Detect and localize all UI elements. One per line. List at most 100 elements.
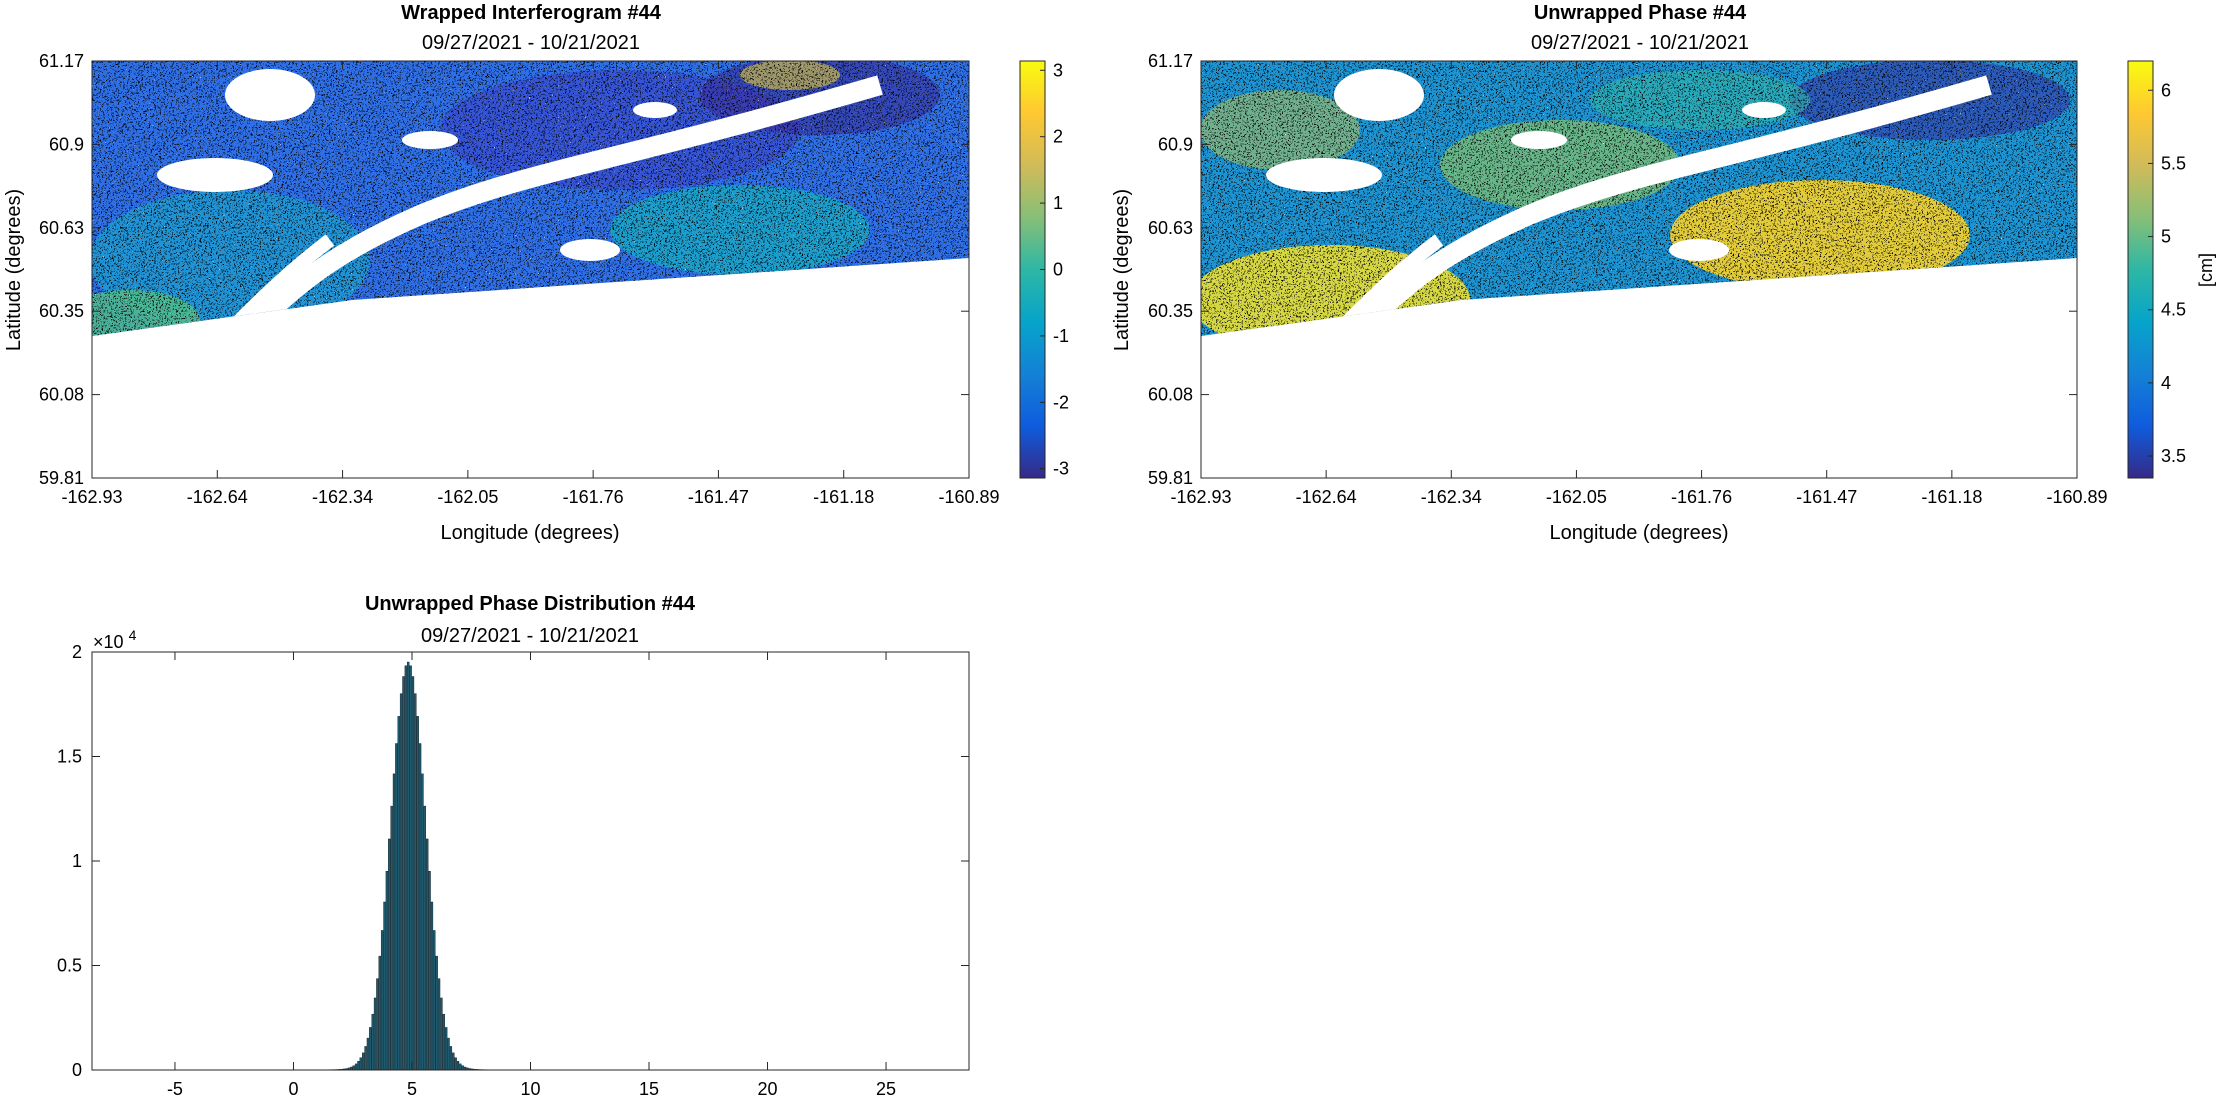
- wrapped-colorbar-tick-label: 0: [1053, 260, 1063, 280]
- wrapped-x-tick-label: -162.64: [187, 487, 248, 507]
- unwrapped-subtitle: 09/27/2021 - 10/21/2021: [1531, 32, 1749, 54]
- wrapped-map-image: [60, 55, 969, 350]
- unwrapped-colorbar-tick-label: 6: [2161, 80, 2171, 100]
- histogram-bar: [393, 774, 395, 1070]
- wrapped-ylabel: Latitude (degrees): [3, 189, 25, 351]
- histogram-bar: [376, 979, 378, 1070]
- histogram-bar: [438, 979, 440, 1070]
- wrapped-x-tick-label: -160.89: [938, 487, 999, 507]
- histogram-x-tick-label: 25: [876, 1079, 896, 1099]
- histogram-y-exponent: ×10 4: [93, 627, 137, 652]
- wrapped-colorbar-tick-label: 1: [1053, 193, 1063, 213]
- histogram-y-tick-label: 1.5: [57, 747, 82, 767]
- histogram-bar: [379, 956, 381, 1070]
- histogram-bar: [462, 1066, 464, 1070]
- histogram-title: Unwrapped Phase Distribution #44: [365, 593, 696, 615]
- histogram-bar: [457, 1061, 459, 1070]
- histogram-bar: [355, 1064, 357, 1070]
- unwrapped-y-tick-label: 61.17: [1148, 51, 1193, 71]
- wrapped-x-tick-label: -162.34: [312, 487, 373, 507]
- histogram-bar: [353, 1066, 355, 1070]
- wrapped-xlabel: Longitude (degrees): [440, 522, 619, 544]
- panel-wrapped-interferogram: Wrapped Interferogram #44 09/27/2021 - 1…: [3, 2, 1069, 544]
- histogram-y-tick-label: 2: [72, 642, 82, 662]
- histogram-bar: [384, 902, 386, 1070]
- histogram-bar: [400, 694, 402, 1070]
- histogram-bar: [357, 1061, 359, 1070]
- wrapped-x-tick-label: -161.18: [813, 487, 874, 507]
- unwrapped-x-tick-label: -162.34: [1421, 487, 1482, 507]
- unwrapped-x-tick-label: -162.93: [1170, 487, 1231, 507]
- wrapped-y-tick-label: 60.08: [39, 385, 84, 405]
- unwrapped-colorbar-ticks: 65.554.543.5: [2148, 80, 2186, 466]
- histogram-y-exponent-base: ×10: [93, 632, 124, 652]
- histogram-bar: [452, 1053, 454, 1070]
- wrapped-y-tick-label: 60.35: [39, 301, 84, 321]
- histogram-bar: [412, 676, 414, 1070]
- wrapped-y-tick-label: 60.9: [49, 134, 84, 154]
- histogram-bar: [433, 930, 435, 1070]
- histogram-bar: [360, 1058, 362, 1070]
- histogram-axes-box: [92, 652, 969, 1070]
- unwrapped-title: Unwrapped Phase #44: [1534, 2, 1747, 24]
- panel-phase-distribution: Unwrapped Phase Distribution #44 09/27/2…: [57, 593, 969, 1099]
- unwrapped-xlabel: Longitude (degrees): [1549, 522, 1728, 544]
- histogram-y-tick-label: 1: [72, 851, 82, 871]
- wrapped-colorbar-tick-label: 2: [1053, 127, 1063, 147]
- histogram-bar: [362, 1053, 364, 1070]
- wrapped-y-tick-label: 61.17: [39, 51, 84, 71]
- histogram-y-tick-label: 0: [72, 1060, 82, 1080]
- histogram-bar: [429, 871, 431, 1070]
- unwrapped-y-tick-label: 60.63: [1148, 218, 1193, 238]
- histogram-bar: [431, 902, 433, 1070]
- histogram-bar: [455, 1058, 457, 1070]
- unwrapped-colorbar-tick-label: 5.5: [2161, 153, 2186, 173]
- histogram-bar: [403, 676, 405, 1070]
- histogram-y-ticks: 21.510.50: [57, 642, 969, 1080]
- wrapped-colorbar-tick-label: 3: [1053, 60, 1063, 80]
- wrapped-x-tick-label: -162.05: [437, 487, 498, 507]
- histogram-x-tick-label: 0: [288, 1079, 298, 1099]
- histogram-bar: [372, 1014, 374, 1070]
- histogram-x-tick-label: 10: [520, 1079, 540, 1099]
- histogram-bar: [374, 998, 376, 1070]
- histogram-bar: [391, 806, 393, 1070]
- wrapped-colorbar-tick-label: -2: [1053, 392, 1069, 412]
- histogram-x-tick-label: 20: [758, 1079, 778, 1099]
- histogram-subtitle: 09/27/2021 - 10/21/2021: [421, 625, 639, 647]
- histogram-bar: [398, 716, 400, 1070]
- histogram-bar: [369, 1027, 371, 1070]
- wrapped-title: Wrapped Interferogram #44: [401, 2, 662, 24]
- panel-unwrapped-phase: Unwrapped Phase #44 09/27/2021 - 10/21/2…: [1111, 2, 2216, 544]
- histogram-x-tick-label: 15: [639, 1079, 659, 1099]
- wrapped-colorbar-tick-label: -1: [1053, 326, 1069, 346]
- unwrapped-ylabel: Latitude (degrees): [1111, 189, 1133, 351]
- histogram-bar: [410, 666, 412, 1070]
- histogram-bar: [381, 930, 383, 1070]
- unwrapped-map-image: [1190, 60, 2077, 355]
- histogram-bar: [388, 839, 390, 1070]
- unwrapped-y-tick-label: 60.35: [1148, 301, 1193, 321]
- histogram-bar: [414, 694, 416, 1070]
- unwrapped-colorbar-tick-label: 5: [2161, 227, 2171, 247]
- histogram-bar: [450, 1046, 452, 1070]
- histogram-bar: [407, 662, 409, 1070]
- histogram-bar: [386, 871, 388, 1070]
- histogram-bar: [436, 956, 438, 1070]
- histogram-bar: [405, 666, 407, 1070]
- histogram-bar: [419, 743, 421, 1070]
- histogram-bar: [421, 774, 423, 1070]
- unwrapped-x-tick-label: -161.76: [1671, 487, 1732, 507]
- histogram-bar: [459, 1064, 461, 1070]
- wrapped-x-tick-label: -162.93: [61, 487, 122, 507]
- wrapped-subtitle: 09/27/2021 - 10/21/2021: [422, 32, 640, 54]
- unwrapped-y-tick-label: 60.08: [1148, 385, 1193, 405]
- histogram-bar: [367, 1038, 369, 1070]
- histogram-bar: [440, 998, 442, 1070]
- histogram-y-exponent-power: 4: [129, 627, 137, 643]
- histogram-bar: [424, 806, 426, 1070]
- histogram-bar: [365, 1046, 367, 1070]
- unwrapped-colorbar: [2128, 61, 2153, 478]
